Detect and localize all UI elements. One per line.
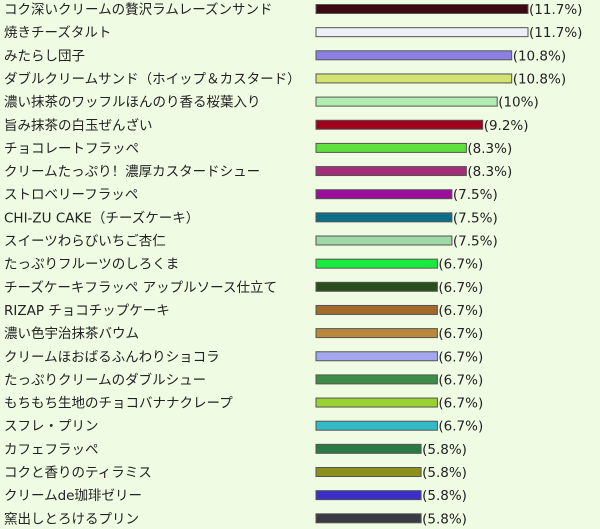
bar-row: たっぷりフルーツのしろくま (6.7%) bbox=[4, 257, 483, 273]
bar bbox=[315, 166, 467, 177]
category-label: ダブルクリームサンド（ホイップ＆カスタード） bbox=[4, 70, 301, 87]
bar-row: もちもち生地のチョコバナナクレープ (6.7%) bbox=[4, 396, 483, 412]
category-label: スフレ・プリン bbox=[4, 419, 99, 435]
category-label: もちもち生地のチョコバナナクレープ bbox=[4, 396, 233, 412]
category-label: 窯出しとろけるプリン bbox=[4, 510, 139, 527]
value-label: (8.3%) bbox=[467, 164, 512, 180]
bar-row: 窯出しとろけるプリン (5.8%) bbox=[4, 510, 467, 527]
value-label: (8.3%) bbox=[467, 141, 512, 157]
value-label: (6.7%) bbox=[438, 326, 483, 342]
bar-row: クリームde珈琲ゼリー (5.8%) bbox=[4, 488, 467, 504]
category-label: みたらし団子 bbox=[4, 48, 85, 64]
value-label: (5.8%) bbox=[422, 465, 467, 481]
value-label: (5.8%) bbox=[422, 488, 467, 504]
category-label: コク深いクリームの贅沢ラムレーズンサンド bbox=[4, 1, 273, 18]
value-label: (11.7%) bbox=[529, 25, 582, 41]
bar-row: 濃い抹茶のワッフルほんのり香る桜葉入り (10%) bbox=[4, 95, 539, 111]
value-label: (7.5%) bbox=[453, 187, 498, 203]
bar bbox=[315, 328, 438, 339]
bar bbox=[315, 374, 438, 385]
bar-row: クリームたっぷり！濃厚カスタードシュー (8.3%) bbox=[4, 164, 512, 180]
bar-row: 焼きチーズタルト (11.7%) bbox=[4, 25, 582, 41]
value-label: (6.7%) bbox=[438, 396, 483, 412]
value-label: (5.8%) bbox=[422, 442, 467, 458]
value-label: (10.8%) bbox=[513, 71, 566, 87]
value-label: (6.7%) bbox=[438, 280, 483, 296]
bar bbox=[315, 73, 513, 84]
bar bbox=[315, 189, 453, 200]
bar-row: コク深いクリームの贅沢ラムレーズンサンド (11.7%) bbox=[4, 1, 582, 18]
bar-row: スフレ・プリン (6.7%) bbox=[4, 419, 483, 435]
value-label: (7.5%) bbox=[453, 210, 498, 226]
bar bbox=[315, 50, 513, 61]
category-label: チーズケーキフラッペ アップルソース仕立て bbox=[4, 280, 277, 296]
bar bbox=[315, 258, 438, 269]
category-label: 濃い抹茶のワッフルほんのり香る桜葉入り bbox=[4, 95, 261, 111]
value-label: (11.7%) bbox=[529, 2, 582, 18]
bar bbox=[315, 281, 438, 292]
bar-row: 旨み抹茶の白玉ぜんざい (9.2%) bbox=[4, 117, 529, 134]
category-label: CHI-ZU CAKE（チーズケーキ） bbox=[4, 210, 199, 226]
bar bbox=[315, 351, 438, 362]
category-label: 焼きチーズタルト bbox=[4, 25, 111, 41]
value-label: (9.2%) bbox=[484, 118, 529, 134]
bar bbox=[315, 304, 438, 315]
category-label: RIZAP チョコチップケーキ bbox=[4, 303, 170, 319]
bar bbox=[315, 467, 422, 477]
bar-row: チーズケーキフラッペ アップルソース仕立て (6.7%) bbox=[4, 280, 483, 296]
bar-row: チョコレートフラッペ (8.3%) bbox=[4, 141, 512, 157]
category-label: ストロベリーフラッペ bbox=[4, 187, 138, 203]
value-label: (6.7%) bbox=[438, 257, 483, 273]
bar-row: カフェフラッペ (5.8%) bbox=[4, 442, 467, 458]
bar bbox=[315, 420, 438, 431]
bar bbox=[315, 397, 438, 408]
bar bbox=[315, 490, 422, 501]
category-label: カフェフラッペ bbox=[4, 442, 99, 458]
category-label: 旨み抹茶の白玉ぜんざい bbox=[4, 117, 153, 134]
category-label: チョコレートフラッペ bbox=[4, 141, 139, 157]
value-label: (7.5%) bbox=[453, 234, 498, 250]
value-label: (5.8%) bbox=[422, 511, 467, 527]
bar-row: 濃い色宇治抹茶バウム (6.7%) bbox=[4, 325, 483, 342]
category-label: たっぷりクリームのダブルシュー bbox=[4, 371, 206, 388]
category-label: 濃い色宇治抹茶バウム bbox=[4, 325, 139, 342]
bar-row: スイーツわらびいちご杏仁 (7.5%) bbox=[4, 234, 498, 250]
bar-row: ストロベリーフラッペ (7.5%) bbox=[4, 187, 498, 203]
bar-row: ダブルクリームサンド（ホイップ＆カスタード） (10.8%) bbox=[4, 70, 566, 87]
category-label: クリームde珈琲ゼリー bbox=[4, 488, 142, 504]
bar-row: たっぷりクリームのダブルシュー (6.7%) bbox=[4, 371, 483, 388]
bar bbox=[315, 443, 422, 454]
bar bbox=[315, 119, 484, 130]
value-label: (6.7%) bbox=[438, 419, 483, 435]
category-label: スイーツわらびいちご杏仁 bbox=[4, 234, 166, 250]
value-label: (6.7%) bbox=[438, 349, 483, 365]
value-label: (10.8%) bbox=[513, 48, 566, 64]
value-label: (6.7%) bbox=[438, 303, 483, 319]
bar-row: コクと香りのティラミス (5.8%) bbox=[4, 465, 467, 481]
bar-row: CHI-ZU CAKE（チーズケーキ） (7.5%) bbox=[4, 210, 498, 226]
bar bbox=[315, 4, 529, 14]
value-label: (6.7%) bbox=[438, 372, 483, 388]
bar bbox=[315, 142, 467, 153]
category-label: たっぷりフルーツのしろくま bbox=[4, 257, 179, 273]
bar bbox=[315, 513, 422, 524]
category-label: クリームたっぷり！濃厚カスタードシュー bbox=[4, 164, 260, 180]
bar bbox=[315, 96, 498, 107]
bar bbox=[315, 212, 453, 223]
bar-row: みたらし団子 (10.8%) bbox=[4, 48, 566, 64]
category-label: コクと香りのティラミス bbox=[4, 465, 152, 481]
category-label: クリームほおばるふんわりショコラ bbox=[4, 349, 220, 365]
bar-row: RIZAP チョコチップケーキ (6.7%) bbox=[4, 303, 483, 319]
bar bbox=[315, 235, 453, 246]
value-label: (10%) bbox=[498, 95, 539, 111]
bar bbox=[315, 27, 529, 38]
bar-row: クリームほおばるふんわりショコラ (6.7%) bbox=[4, 349, 483, 365]
